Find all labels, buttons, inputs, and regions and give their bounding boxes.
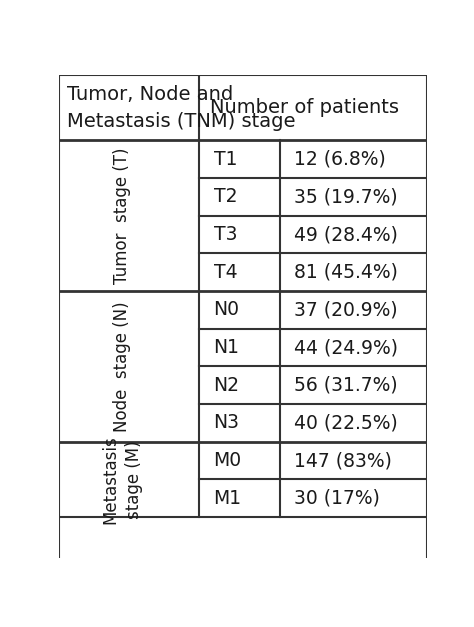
Text: N0: N0 xyxy=(213,300,239,319)
Text: 12 (6.8%): 12 (6.8%) xyxy=(294,150,386,169)
Text: 44 (24.9%): 44 (24.9%) xyxy=(294,338,398,357)
Text: N2: N2 xyxy=(213,376,239,394)
Text: 35 (19.7%): 35 (19.7%) xyxy=(294,187,398,206)
Text: 56 (31.7%): 56 (31.7%) xyxy=(294,376,398,394)
Text: M1: M1 xyxy=(213,488,242,508)
Text: T3: T3 xyxy=(213,225,237,244)
Text: T4: T4 xyxy=(213,263,237,282)
Text: Tumor  stage (T): Tumor stage (T) xyxy=(113,147,131,284)
Text: 147 (83%): 147 (83%) xyxy=(294,451,392,470)
Text: M0: M0 xyxy=(213,451,242,470)
Text: Node  stage (N): Node stage (N) xyxy=(113,301,131,431)
Text: Number of patients: Number of patients xyxy=(210,98,399,117)
Text: T1: T1 xyxy=(213,150,237,169)
Text: Tumor, Node and
Metastasis (TNM) stage: Tumor, Node and Metastasis (TNM) stage xyxy=(66,85,295,130)
Text: T2: T2 xyxy=(213,187,237,206)
Text: 30 (17%): 30 (17%) xyxy=(294,488,380,508)
Text: N1: N1 xyxy=(213,338,239,357)
Text: Metastasis
stage (M): Metastasis stage (M) xyxy=(101,435,143,524)
Text: 49 (28.4%): 49 (28.4%) xyxy=(294,225,398,244)
Text: N3: N3 xyxy=(213,413,239,433)
Text: 37 (20.9%): 37 (20.9%) xyxy=(294,300,398,319)
Text: 81 (45.4%): 81 (45.4%) xyxy=(294,263,398,282)
Text: 40 (22.5%): 40 (22.5%) xyxy=(294,413,398,433)
